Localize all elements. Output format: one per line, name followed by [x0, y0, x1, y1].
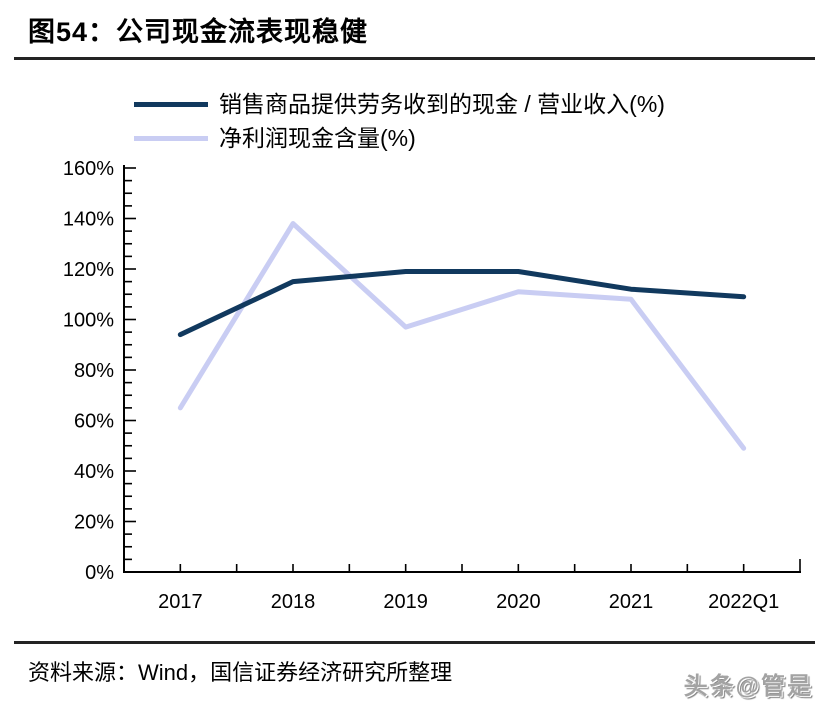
bottom-divider: [14, 641, 815, 644]
watermark: 头条@管是: [683, 673, 813, 700]
y-tick-label: 140%: [63, 209, 114, 231]
y-tick-label: 120%: [63, 259, 114, 281]
y-tick-label: 40%: [74, 461, 114, 483]
y-tick-label: 60%: [74, 411, 114, 433]
legend-item-sales-cash-ratio: 销售商品提供劳务收到的现金 / 营业收入(%): [134, 87, 665, 121]
source-note: 资料来源：Wind，国信证券经济研究所整理: [28, 660, 453, 685]
x-tick-label: 2018: [271, 591, 316, 613]
x-tick-label: 2021: [609, 591, 654, 613]
x-tick-label: 2022Q1: [708, 591, 779, 613]
figure-title: 图54：公司现金流表现稳健: [28, 17, 369, 47]
legend-item-net-profit-cash: 净利润现金含量(%): [134, 121, 665, 155]
x-tick-label: 2019: [383, 591, 428, 613]
series-line-1: [177, 221, 747, 451]
legend-label: 净利润现金含量(%): [219, 124, 416, 151]
y-tick-label: 160%: [63, 158, 114, 180]
legend-line-swatch-lavender: [134, 135, 208, 141]
legend-line-swatch-navy: [134, 101, 208, 107]
y-tick-label: 0%: [85, 562, 114, 584]
x-tick-label: 2020: [496, 591, 541, 613]
series-line-0: [177, 269, 747, 338]
legend-label: 销售商品提供劳务收到的现金 / 营业收入(%): [219, 90, 665, 117]
y-tick-label: 80%: [74, 360, 114, 382]
y-tick-label: 20%: [74, 512, 114, 534]
x-tick-label: 2017: [158, 591, 203, 613]
y-tick-label: 100%: [63, 310, 114, 332]
top-divider: [14, 57, 815, 60]
chart-legend: 销售商品提供劳务收到的现金 / 营业收入(%) 净利润现金含量(%): [134, 87, 665, 155]
